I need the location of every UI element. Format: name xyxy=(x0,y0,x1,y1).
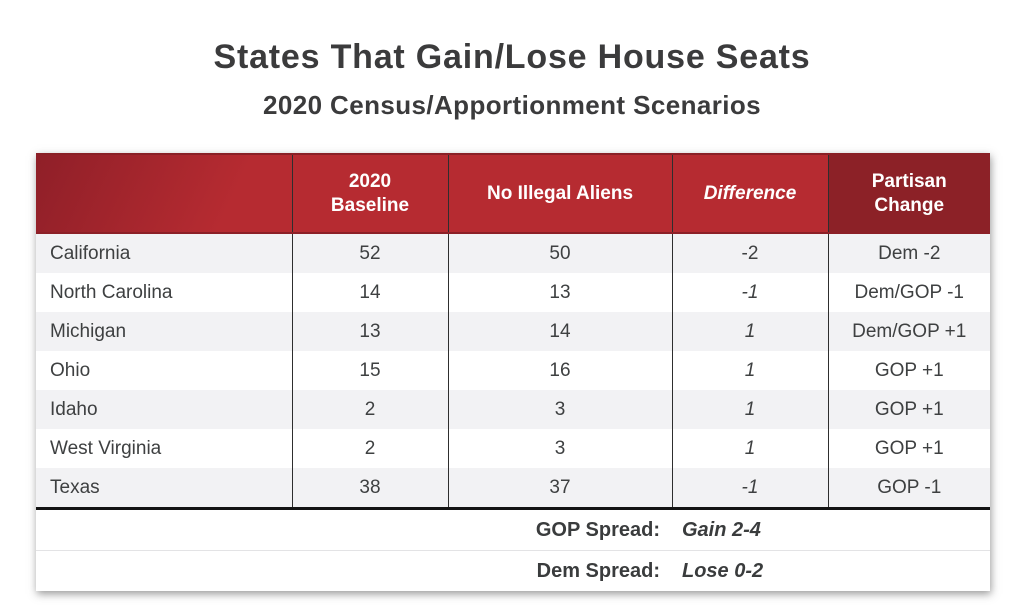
table-row-ohio: Ohio 15 16 1 GOP +1 xyxy=(36,351,990,390)
dem-spread-label: Dem Spread: xyxy=(36,550,672,591)
partisan-change-value: GOP +1 xyxy=(874,359,944,381)
difference-value: 1 xyxy=(672,390,829,429)
difference-value: 1 xyxy=(672,351,829,390)
partisan-change-value: Dem -2 xyxy=(878,242,941,264)
state-name: Idaho xyxy=(36,390,293,429)
difference-value: -1 xyxy=(672,273,829,312)
state-name: Michigan xyxy=(36,312,293,351)
baseline-value: 14 xyxy=(292,273,449,312)
partisan-change-value: GOP +1 xyxy=(874,398,944,420)
partisan-change-value: GOP -1 xyxy=(877,476,942,498)
table-footer: GOP Spread: Gain 2-4 Dem Spread: Lose 0-… xyxy=(36,507,990,591)
partisan-change-value: GOP +1 xyxy=(874,437,944,459)
no-illegal-aliens-value: 3 xyxy=(448,390,673,429)
apportionment-table: 2020 Baseline No Illegal Aliens Differen… xyxy=(36,153,990,591)
dem-spread-row: Dem Spread: Lose 0-2 xyxy=(36,550,990,591)
table-row-idaho: Idaho 2 3 1 GOP +1 xyxy=(36,390,990,429)
difference-value: -2 xyxy=(672,233,829,273)
difference-value: -1 xyxy=(672,468,829,509)
gop-spread-label: GOP Spread: xyxy=(36,507,672,551)
page-title: States That Gain/Lose House Seats xyxy=(213,38,811,76)
state-name: North Carolina xyxy=(36,273,293,312)
difference-value: 1 xyxy=(672,312,829,351)
gop-spread-row: GOP Spread: Gain 2-4 xyxy=(36,507,990,551)
table-row-texas: Texas 38 37 -1 GOP -1 xyxy=(36,468,990,509)
header-no-illegal-aliens: No Illegal Aliens xyxy=(448,153,673,234)
header-2020-baseline: 2020 Baseline xyxy=(292,153,449,234)
partisan-change-value: Dem/GOP -1 xyxy=(854,281,964,303)
no-illegal-aliens-value: 50 xyxy=(448,233,673,273)
baseline-value: 52 xyxy=(292,233,449,273)
table-row-michigan: Michigan 13 14 1 Dem/GOP +1 xyxy=(36,312,990,351)
state-name: California xyxy=(36,233,293,273)
header-state xyxy=(36,153,293,234)
difference-value: 1 xyxy=(672,429,829,468)
baseline-value: 15 xyxy=(292,351,449,390)
page-subtitle: 2020 Census/Apportionment Scenarios xyxy=(262,90,762,120)
apportionment-table-card: 2020 Baseline No Illegal Aliens Differen… xyxy=(36,153,990,591)
baseline-value: 2 xyxy=(292,429,449,468)
baseline-value: 13 xyxy=(292,312,449,351)
dem-spread-value: Lose 0-2 xyxy=(672,550,990,591)
header-difference: Difference xyxy=(672,153,829,234)
no-illegal-aliens-value: 14 xyxy=(448,312,673,351)
no-illegal-aliens-value: 37 xyxy=(448,468,673,509)
table-row-north-carolina: North Carolina 14 13 -1 Dem/GOP -1 xyxy=(36,273,990,312)
header-partisan-change: Partisan Change xyxy=(828,153,990,234)
no-illegal-aliens-value: 16 xyxy=(448,351,673,390)
table-row-west-virginia: West Virginia 2 3 1 GOP +1 xyxy=(36,429,990,468)
no-illegal-aliens-value: 3 xyxy=(448,429,673,468)
table-header: 2020 Baseline No Illegal Aliens Differen… xyxy=(36,153,990,234)
baseline-value: 2 xyxy=(292,390,449,429)
header-row: 2020 Baseline No Illegal Aliens Differen… xyxy=(36,153,990,234)
state-name: Ohio xyxy=(36,351,293,390)
baseline-value: 38 xyxy=(292,468,449,509)
no-illegal-aliens-value: 13 xyxy=(448,273,673,312)
table-body: California 52 50 -2 Dem -2 North Carolin… xyxy=(36,233,990,509)
partisan-change-value: Dem/GOP +1 xyxy=(852,320,967,342)
table-row-california: California 52 50 -2 Dem -2 xyxy=(36,233,990,273)
gop-spread-value: Gain 2-4 xyxy=(672,507,990,551)
state-name: West Virginia xyxy=(36,429,293,468)
state-name: Texas xyxy=(36,468,293,509)
